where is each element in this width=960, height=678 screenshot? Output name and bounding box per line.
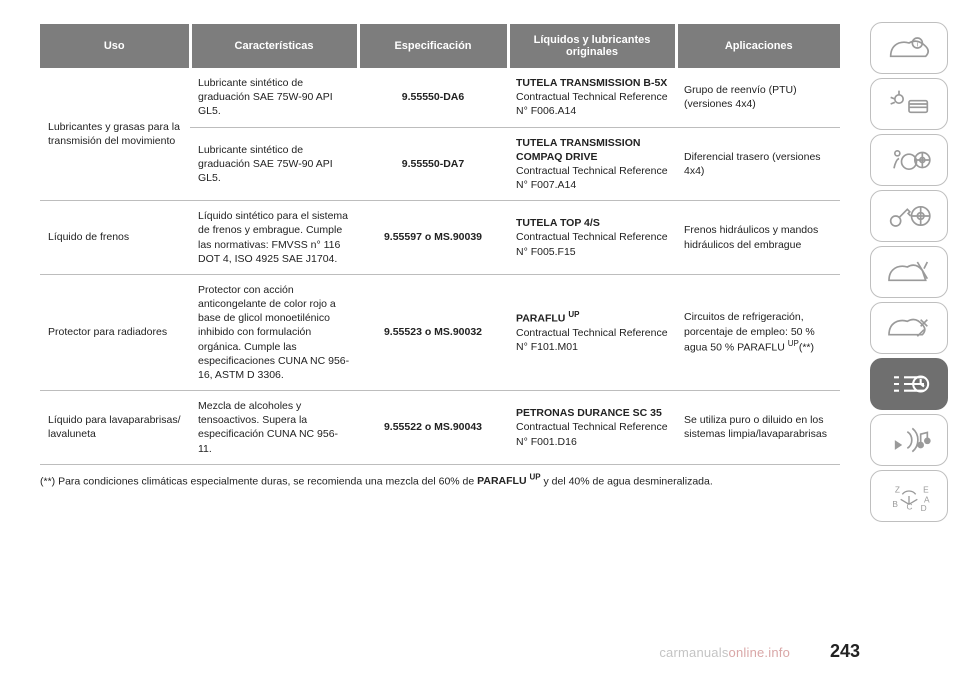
sidebar-key-icon[interactable] [870,190,948,242]
sidebar-index-icon[interactable]: Z E B A C D [870,470,948,522]
cell-caracteristicas: Mezcla de alcoholes y tensoactivos. Supe… [190,391,358,465]
cell-liquidos: TUTELA TRANSMISSION B-5XContractual Tech… [508,68,676,127]
cell-caracteristicas: Protector con acción anticongelante de c… [190,274,358,390]
footnote: (**) Para condiciones climáticas especia… [40,473,840,488]
col-uso: Uso [40,24,190,68]
table-row: Líquido para lavaparabrisas/ lavalunetaM… [40,391,840,465]
footnote-bold: PARAFLU UP [477,475,540,487]
svg-text:Z: Z [895,485,900,495]
table-row: Líquido de frenosLíquido sintético para … [40,201,840,275]
sidebar-collision-icon[interactable] [870,246,948,298]
footnote-post: y del 40% de agua desmineralizada. [541,475,713,487]
cell-liquidos: TUTELA TRANSMISSION COMPAQ DRIVEContract… [508,127,676,201]
sidebar-specs-icon[interactable] [870,358,948,410]
table-row: Lubricantes y grasas para la transmisión… [40,68,840,127]
cell-liquidos: PARAFLU UPContractual Technical Referenc… [508,274,676,390]
sidebar-airbag-icon[interactable] [870,134,948,186]
cell-aplicaciones: Diferencial trasero (versiones 4x4) [676,127,840,201]
cell-aplicaciones: Se utiliza puro o diluido en los sistema… [676,391,840,465]
cell-uso: Líquido para lavaparabrisas/ lavaluneta [40,391,190,465]
page-content: Uso Características Especificación Líqui… [40,24,840,487]
cell-caracteristicas: Lubricante sintético de graduación SAE 7… [190,127,358,201]
cell-aplicaciones: Circuitos de refrigeración, porcentaje d… [676,274,840,390]
table-header-row: Uso Características Especificación Líqui… [40,24,840,68]
cell-caracteristicas: Lubricante sintético de graduación SAE 7… [190,68,358,127]
col-aplicaciones: Aplicaciones [676,24,840,68]
spec-table: Uso Características Especificación Líqui… [40,24,840,465]
page-number: 243 [830,641,860,662]
svg-text:D: D [921,503,927,513]
cell-caracteristicas: Líquido sintético para el sistema de fre… [190,201,358,275]
cell-aplicaciones: Frenos hidráulicos y mandos hidráulicos … [676,201,840,275]
cell-liquidos: PETRONAS DURANCE SC 35Contractual Techni… [508,391,676,465]
cell-uso: Líquido de frenos [40,201,190,275]
svg-text:B: B [892,499,898,509]
sidebar-maintenance-icon[interactable] [870,302,948,354]
table-row: Protector para radiadoresProtector con a… [40,274,840,390]
col-especificacion: Especificación [358,24,508,68]
cell-especificacion: 9.55522 o MS.90043 [358,391,508,465]
col-caracteristicas: Características [190,24,358,68]
cell-especificacion: 9.55523 o MS.90032 [358,274,508,390]
watermark: carmanualsonline.info [659,645,790,660]
col-liquidos: Líquidos y lubricantes originales [508,24,676,68]
footnote-pre: (**) Para condiciones climáticas especia… [40,475,477,487]
sidebar-multimedia-icon[interactable] [870,414,948,466]
sidebar-info-icon[interactable]: i [870,22,948,74]
chapter-sidebar: i [870,22,948,522]
cell-especificacion: 9.55550-DA6 [358,68,508,127]
svg-text:E: E [923,485,929,495]
watermark-b: online.info [729,645,790,660]
sidebar-lights-icon[interactable] [870,78,948,130]
watermark-a: carmanuals [659,645,728,660]
cell-aplicaciones: Grupo de reenvío (PTU) (versiones 4x4) [676,68,840,127]
cell-especificacion: 9.55550-DA7 [358,127,508,201]
cell-liquidos: TUTELA TOP 4/SContractual Technical Refe… [508,201,676,275]
cell-uso: Protector para radiadores [40,274,190,390]
cell-uso: Lubricantes y grasas para la transmisión… [40,68,190,201]
cell-especificacion: 9.55597 o MS.90039 [358,201,508,275]
